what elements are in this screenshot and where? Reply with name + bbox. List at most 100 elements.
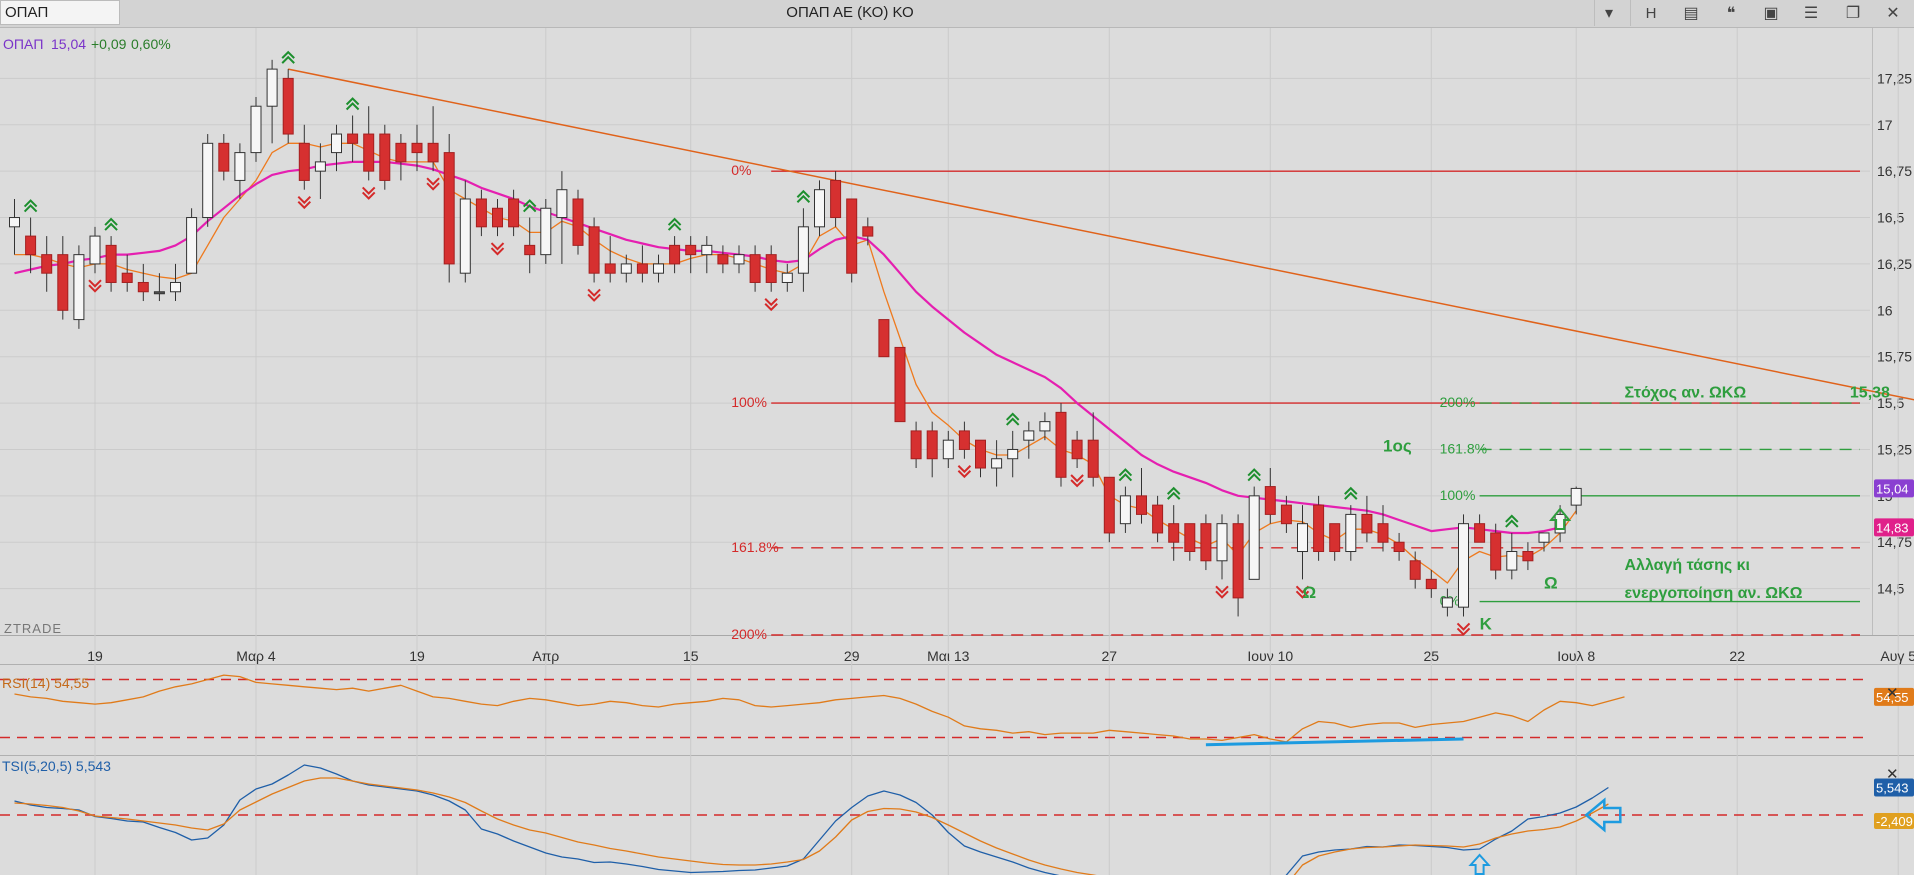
rsi-tag-label: 54,55 — [1876, 690, 1909, 705]
candle-body — [1119, 495, 1131, 525]
candle-body — [830, 179, 842, 219]
candle-body — [878, 319, 890, 358]
candle-body — [1136, 495, 1147, 515]
candle-body — [298, 142, 310, 181]
candle-body — [105, 244, 117, 283]
candle-body — [73, 254, 85, 321]
chart-annotation: K — [1480, 614, 1493, 633]
candle-body — [1087, 439, 1099, 478]
candle-body — [331, 133, 342, 154]
down-chevron-icon — [1215, 585, 1229, 599]
separator — [1594, 0, 1595, 26]
lock-icon[interactable]: ▣ — [1763, 5, 1779, 22]
y-tick-label: 16,25 — [1877, 256, 1912, 272]
candle-body — [1393, 541, 1405, 553]
candle-body — [1361, 513, 1373, 534]
candle-body — [862, 226, 874, 237]
candle-body — [524, 244, 536, 256]
x-tick-label: 15 — [683, 648, 699, 664]
candle-body — [1297, 523, 1308, 553]
restore-icon[interactable]: ❐ — [1845, 5, 1861, 22]
down-chevron-icon — [957, 465, 972, 479]
down-chevron-icon — [297, 196, 312, 210]
tsi-signal-tag-label: -2,409 — [1876, 814, 1913, 829]
trend-line — [288, 68, 1914, 401]
candle-body — [57, 254, 69, 311]
candle-body — [427, 142, 439, 163]
candle-body — [1425, 578, 1437, 590]
up-chevron-icon — [667, 217, 682, 231]
candle-body — [1071, 439, 1083, 460]
chevron-down-icon[interactable]: ▾ — [1604, 5, 1614, 22]
candle-body — [41, 254, 53, 274]
candle-body — [749, 254, 761, 283]
candle-body — [1329, 523, 1341, 553]
y-tick-label: 17 — [1877, 117, 1893, 133]
chart-watermark: ZTRADE — [4, 621, 62, 636]
h-button[interactable]: H — [1645, 4, 1657, 22]
up-chevron-icon — [1505, 514, 1519, 528]
quote-icon[interactable]: ❝ — [1726, 5, 1736, 22]
chart-symbol-label: ΟΠΑΠ — [3, 36, 43, 52]
candle-body — [1280, 504, 1292, 525]
menu-icon[interactable]: ☰ — [1803, 5, 1819, 22]
candle-body — [1232, 523, 1244, 599]
down-chevron-icon — [1456, 622, 1471, 636]
candle-body — [1055, 411, 1067, 478]
candle-body — [1200, 523, 1212, 562]
candle-body — [1313, 504, 1325, 553]
fib-level-label: 200% — [1440, 394, 1476, 410]
candle-body — [765, 254, 777, 283]
close-icon[interactable]: ✕ — [1886, 685, 1899, 702]
candle-body — [1377, 523, 1389, 543]
title-bar: ΟΠΑΠ ΑΕ (ΚΟ) ΚΟ ▾ H ▤ ❝ ▣ ☰ ❐ ✕ — [0, 0, 1914, 28]
rsi-line — [14, 674, 1625, 743]
candle-body — [717, 254, 729, 265]
candle-body — [1248, 495, 1260, 580]
y-tick-label: 14,75 — [1877, 534, 1912, 550]
y-tick-label: 16 — [1877, 302, 1893, 318]
candle-body — [604, 263, 616, 274]
candle-body — [153, 291, 165, 295]
chart-annotation: ενεργοποίηση αν. ΩΚΩ — [1625, 585, 1803, 602]
price-tag-label: 15,04 — [1876, 481, 1909, 496]
candle-body — [653, 263, 664, 274]
x-tick-label: Ιουν 10 — [1247, 648, 1293, 664]
up-chevron-icon — [796, 189, 811, 203]
fib-level-label: 100% — [1440, 487, 1476, 503]
candle-body — [588, 226, 600, 274]
fib-level-label: 0% — [731, 162, 751, 178]
symbol-input[interactable] — [0, 0, 120, 25]
window-title: ΟΠΑΠ ΑΕ (ΚΟ) ΚΟ — [786, 4, 914, 21]
y-tick-label: 16,5 — [1877, 210, 1904, 226]
candle-body — [926, 430, 938, 460]
candle-body — [1007, 448, 1019, 460]
price-tag — [1874, 518, 1914, 537]
candle-body — [975, 439, 986, 469]
candle-body — [1409, 560, 1421, 580]
up-chevron-icon — [1118, 468, 1133, 482]
close-icon[interactable]: ✕ — [1886, 5, 1900, 22]
candle-body — [572, 198, 584, 246]
down-chevron-icon — [1070, 474, 1084, 488]
candle-body — [1345, 513, 1357, 553]
candle-body — [1103, 476, 1115, 534]
candle-body — [186, 217, 198, 274]
down-chevron-icon — [426, 177, 440, 191]
chart-annotation: 15,38 — [1850, 385, 1890, 402]
window-icon[interactable]: ▤ — [1683, 5, 1699, 22]
candle-body — [1474, 523, 1486, 543]
down-chevron-icon — [587, 288, 601, 302]
chart-annotation: Ω — [1544, 574, 1558, 593]
close-icon[interactable]: ✕ — [1886, 766, 1899, 783]
rsi-trend-line — [1205, 737, 1464, 747]
candle-body — [121, 272, 133, 283]
candle-body — [797, 226, 809, 274]
tsi-signal-tag — [1874, 813, 1914, 829]
candle-body — [266, 68, 278, 107]
fib-level-label: 161.8% — [731, 539, 778, 555]
up-chevron-icon — [104, 217, 118, 231]
candle-body — [89, 235, 101, 265]
candle-body — [137, 281, 149, 293]
